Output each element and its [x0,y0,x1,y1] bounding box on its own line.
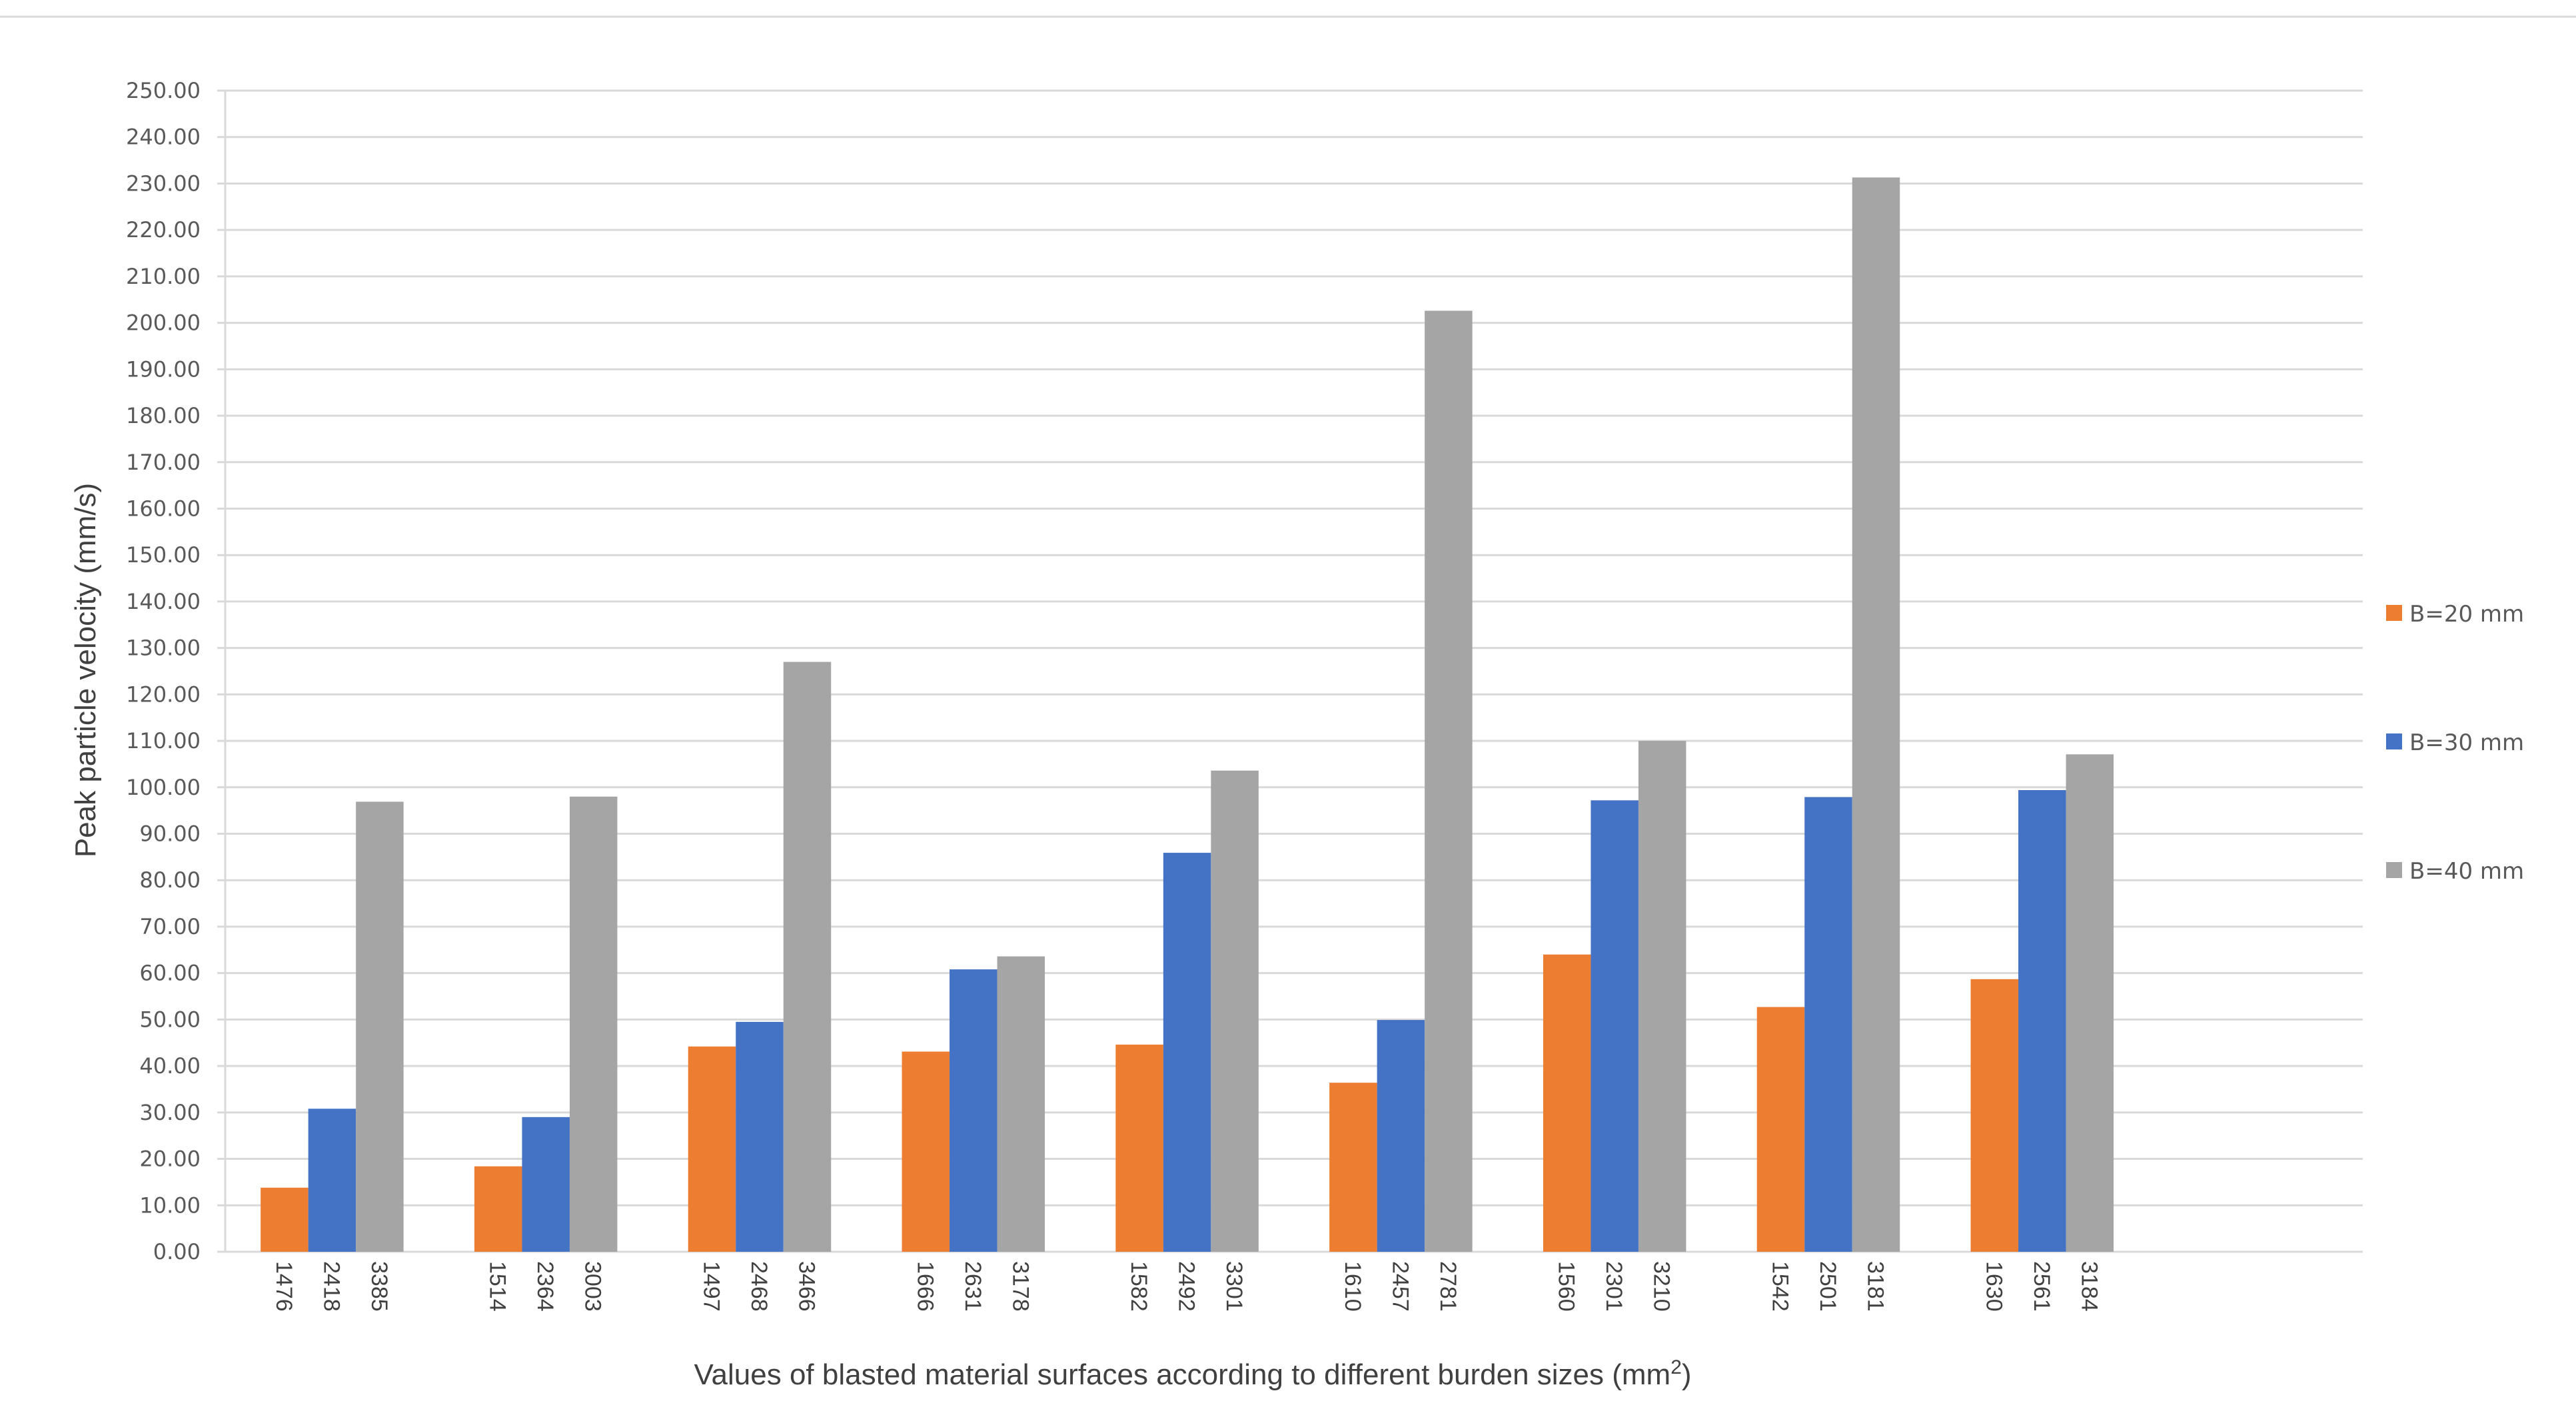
x-tick-label: 1476 [271,1261,297,1312]
bar [1211,770,1259,1252]
x-tick-label: 2561 [2029,1261,2054,1312]
x-tick-label: 1542 [1768,1261,1793,1312]
bar [569,796,618,1252]
x-tick-label: 2631 [960,1261,985,1312]
y-tick-label: 120.00 [126,682,201,707]
y-tick-label: 250.00 [126,78,201,103]
x-axis-title-suffix: ) [1682,1358,1692,1391]
bar [1543,954,1591,1252]
x-tick-label: 3466 [794,1261,820,1312]
x-tick-label: 3178 [1007,1261,1033,1312]
bar [1115,1045,1163,1252]
bar [474,1166,522,1252]
x-tick-label: 1666 [912,1261,938,1312]
y-tick-label: 100.00 [126,775,201,800]
legend-swatch [2386,862,2402,878]
legend-label: B=40 mm [2409,858,2524,885]
x-tick-label: 1514 [485,1261,510,1312]
x-tick-label: 2457 [1387,1261,1413,1312]
x-axis-title-superscript: 2 [1670,1356,1682,1378]
y-tick-label: 70.00 [139,914,201,939]
bar [1377,1020,1425,1252]
bar [688,1046,736,1252]
x-tick-label: 2492 [1174,1261,1199,1312]
y-tick-label: 140.00 [126,589,201,614]
y-tick-label: 10.00 [139,1192,201,1218]
y-tick-label: 60.00 [139,961,201,986]
bars [261,177,2114,1252]
bar [997,956,1045,1252]
y-tick-label: 110.00 [126,728,201,753]
x-tick-label: 3181 [1863,1261,1888,1312]
y-tick-label: 180.00 [126,403,201,428]
bar [356,801,404,1252]
x-tick-label: 2301 [1601,1261,1626,1312]
x-tick-labels: 1476 1514 1497 1666 1582 1610 1560 1542 1630 2418… [271,1261,2102,1312]
bar [2018,789,2066,1252]
x-tick-label: 2418 [319,1261,344,1312]
bar [902,1051,950,1252]
y-tick-label: 130.00 [126,636,201,661]
x-tick-label: 2501 [1815,1261,1840,1312]
legend-label: B=20 mm [2409,601,2524,628]
bar [1591,800,1638,1252]
y-tick-label: 80.00 [139,867,201,893]
x-tick-label: 1582 [1126,1261,1151,1312]
y-tick-label: 90.00 [139,821,201,847]
y-tick-label: 170.00 [126,450,201,475]
x-tick-label: 2781 [1435,1261,1461,1312]
y-tick-label: 150.00 [126,542,201,568]
bar [1756,1007,1805,1252]
x-tick-label: 3210 [1649,1261,1674,1312]
y-tick-label: 0.00 [153,1239,201,1264]
bar [1852,177,1900,1252]
y-tick-label: 190.00 [126,356,201,382]
y-tick-label: 240.00 [126,125,201,150]
bar [736,1021,784,1252]
y-axis-title: Peak particle velocity (mm/s) [69,483,102,857]
x-tick-label: 3184 [2076,1261,2102,1312]
bar [1425,310,1473,1252]
y-tick-label: 30.00 [139,1100,201,1125]
x-axis-title: Values of blasted material surfaces acco… [694,1356,1691,1391]
y-tick-label: 20.00 [139,1147,201,1172]
x-tick-label: 3301 [1221,1261,1247,1312]
bar [783,662,832,1252]
y-tick-label: 40.00 [139,1053,201,1079]
x-tick-label: 1610 [1340,1261,1365,1312]
bar [2066,754,2114,1252]
bar [1804,797,1852,1252]
y-tick-labels: 0.00 10.00 20.00 30.00 40.00 50.00 60.00 70.00 8… [126,78,201,1264]
bar [1163,853,1211,1252]
y-tick-label: 220.00 [126,217,201,242]
y-tick-label: 160.00 [126,496,201,521]
x-tick-label: 3003 [580,1261,606,1312]
x-tick-label: 1497 [699,1261,724,1312]
x-axis-title-main: Values of blasted material surfaces acco… [694,1358,1670,1391]
x-tick-label: 2468 [746,1261,772,1312]
y-tick-label: 210.00 [126,264,201,289]
bar [308,1109,356,1252]
x-tick-label: 2364 [532,1261,558,1312]
bar [950,969,997,1252]
x-tick-label: 1560 [1554,1261,1579,1312]
legend: B=20 mm B=30 mm B=40 mm [2386,601,2524,885]
legend-swatch [2386,733,2402,749]
bar [522,1117,570,1252]
bar [1970,979,2019,1252]
bar [1329,1083,1377,1252]
x-tick-label: 3385 [366,1261,392,1312]
x-tick-label: 1630 [1981,1261,2006,1312]
legend-swatch [2386,605,2402,621]
bar [261,1187,309,1252]
y-tick-label: 50.00 [139,1007,201,1032]
y-tick-label: 230.00 [126,171,201,196]
bar [1638,741,1686,1252]
legend-label: B=30 mm [2409,729,2524,756]
y-tick-label: 200.00 [126,310,201,336]
